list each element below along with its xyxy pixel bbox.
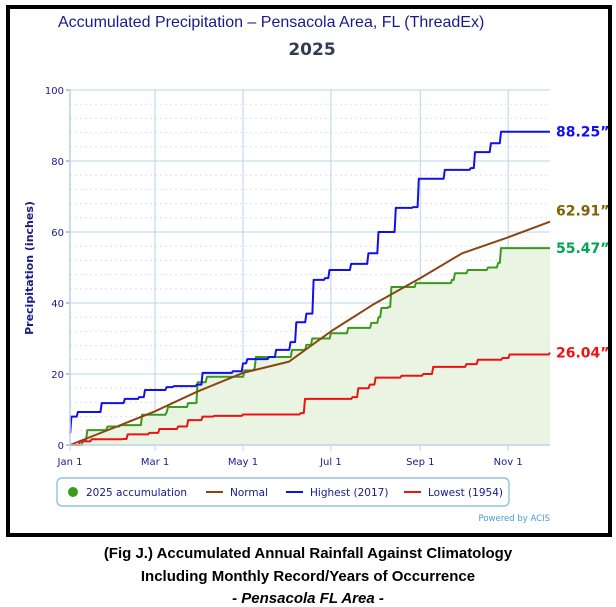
y-tick-label: 40 (51, 299, 64, 310)
series-line-highest-2017 (69, 130, 550, 434)
credit-link[interactable]: Powered by ACIS (479, 514, 550, 524)
y-tick-label: 80 (51, 157, 64, 168)
x-tick-label: May 1 (228, 457, 258, 468)
x-tick-label: Jul 1 (319, 457, 342, 468)
caption-line-3: - Pensacola FL Area - (232, 590, 384, 607)
end-value-label: 88.25” (556, 125, 609, 141)
series-line-normal (69, 220, 551, 446)
end-value-label: 62.91” (556, 204, 609, 220)
x-tick-label: Nov 1 (494, 457, 523, 468)
series-line-lowest-1954 (70, 352, 551, 446)
legend-label: Highest (2017) (310, 487, 388, 499)
legend-label: Normal (230, 487, 268, 499)
y-tick-label: 100 (45, 86, 64, 97)
legend-label: Lowest (1954) (428, 487, 503, 499)
y-tick-label: 20 (51, 370, 64, 381)
end-value-label: 55.47” (556, 241, 609, 257)
y-tick-label: 0 (58, 441, 64, 452)
y-axis-label: Precipitation (inches) (23, 201, 36, 335)
precipitation-chart: Accumulated Precipitation – Pensacola Ar… (23, 14, 609, 524)
y-tick-label: 60 (51, 228, 64, 239)
chart-title: Accumulated Precipitation – Pensacola Ar… (58, 14, 484, 31)
legend-marker-2025 (68, 487, 78, 497)
x-tick-label: Sep 1 (406, 457, 434, 468)
x-tick-label: Mar 1 (141, 457, 169, 468)
end-value-label: 26.04” (556, 346, 609, 362)
caption-line-1: (Fig J.) Accumulated Annual Rainfall Aga… (103, 545, 513, 562)
x-tick-label: Jan 1 (57, 457, 83, 468)
caption-line-2: Including Monthly Record/Years of Occurr… (140, 568, 476, 585)
series-line-2025-accumulation (70, 247, 550, 446)
legend: 2025 accumulation Normal Highest (2017) Low… (56, 477, 510, 507)
legend-label: 2025 accumulation (86, 487, 187, 499)
chart-subtitle: 2025 (288, 40, 335, 60)
